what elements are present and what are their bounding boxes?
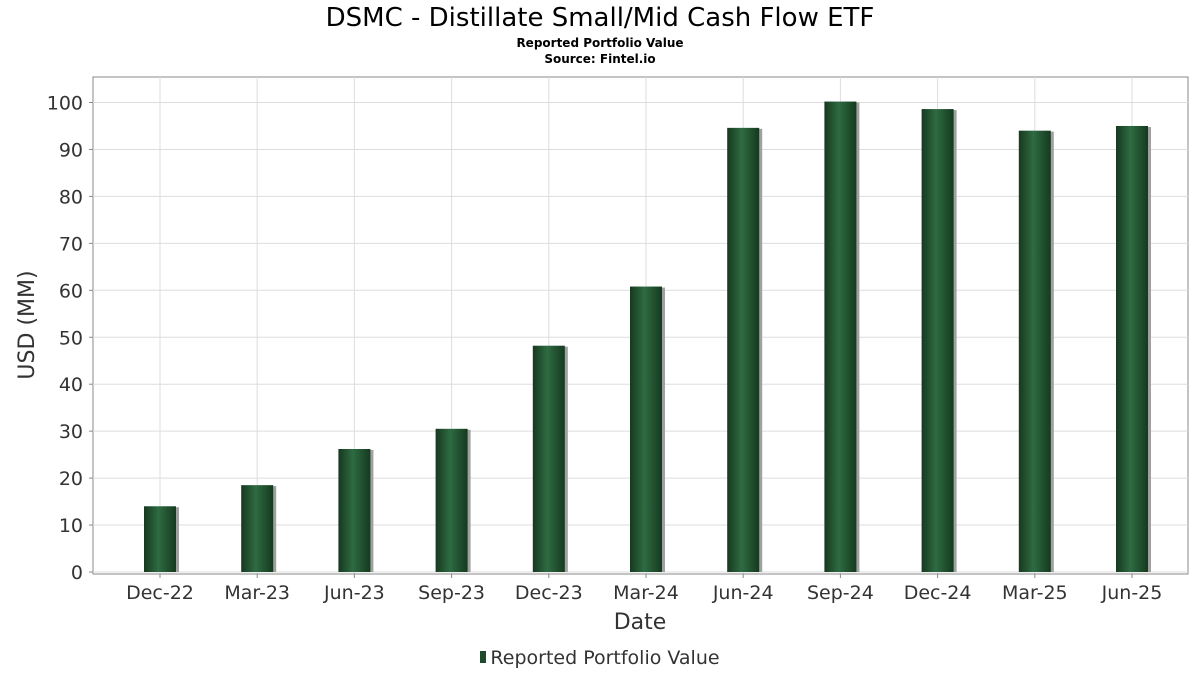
x-tick-label: Mar-25 bbox=[1002, 582, 1068, 604]
y-tick-label: 70 bbox=[59, 233, 83, 255]
y-tick-label: 20 bbox=[59, 468, 83, 490]
x-tick-label: Sep-24 bbox=[807, 582, 874, 604]
x-tick-label: Sep-23 bbox=[418, 582, 485, 604]
bar bbox=[241, 485, 274, 572]
chart-source: Source: Fintel.io bbox=[544, 52, 656, 66]
legend-swatch bbox=[480, 651, 487, 663]
y-tick-label: 0 bbox=[71, 562, 83, 584]
bar bbox=[727, 127, 760, 572]
bar bbox=[1018, 130, 1051, 573]
x-tick-label: Mar-24 bbox=[613, 582, 679, 604]
y-tick-label: 100 bbox=[47, 93, 83, 115]
bar bbox=[921, 109, 954, 572]
y-tick-label: 90 bbox=[59, 139, 83, 161]
bar bbox=[338, 448, 371, 572]
x-tick-label: Jun-25 bbox=[1101, 582, 1163, 604]
bar bbox=[630, 286, 662, 572]
legend: Reported Portfolio Value bbox=[0, 647, 1200, 669]
y-axis-title: USD (MM) bbox=[15, 270, 40, 379]
x-tick-label: Jun-24 bbox=[712, 582, 774, 604]
x-tick-label: Mar-23 bbox=[224, 582, 290, 604]
bar bbox=[144, 506, 176, 572]
y-tick-label: 30 bbox=[59, 421, 83, 443]
x-tick-label: Dec-22 bbox=[126, 582, 194, 604]
x-axis-title: Date bbox=[614, 610, 667, 635]
bar bbox=[435, 428, 468, 572]
x-tick-label: Dec-23 bbox=[515, 582, 583, 604]
x-tick-label: Jun-23 bbox=[323, 582, 385, 604]
chart-title: DSMC - Distillate Small/Mid Cash Flow ET… bbox=[325, 3, 875, 33]
legend-label: Reported Portfolio Value bbox=[490, 647, 720, 669]
bar bbox=[532, 345, 565, 572]
chart-subtitle: Reported Portfolio Value bbox=[516, 36, 684, 50]
y-tick-label: 60 bbox=[59, 280, 83, 302]
y-tick-label: 80 bbox=[59, 186, 83, 208]
x-tick-label: Dec-24 bbox=[904, 582, 972, 604]
bar bbox=[824, 101, 857, 572]
y-tick-label: 10 bbox=[59, 515, 83, 537]
y-tick-label: 50 bbox=[59, 327, 83, 349]
y-tick-label: 40 bbox=[59, 374, 83, 396]
bar bbox=[1116, 125, 1148, 572]
